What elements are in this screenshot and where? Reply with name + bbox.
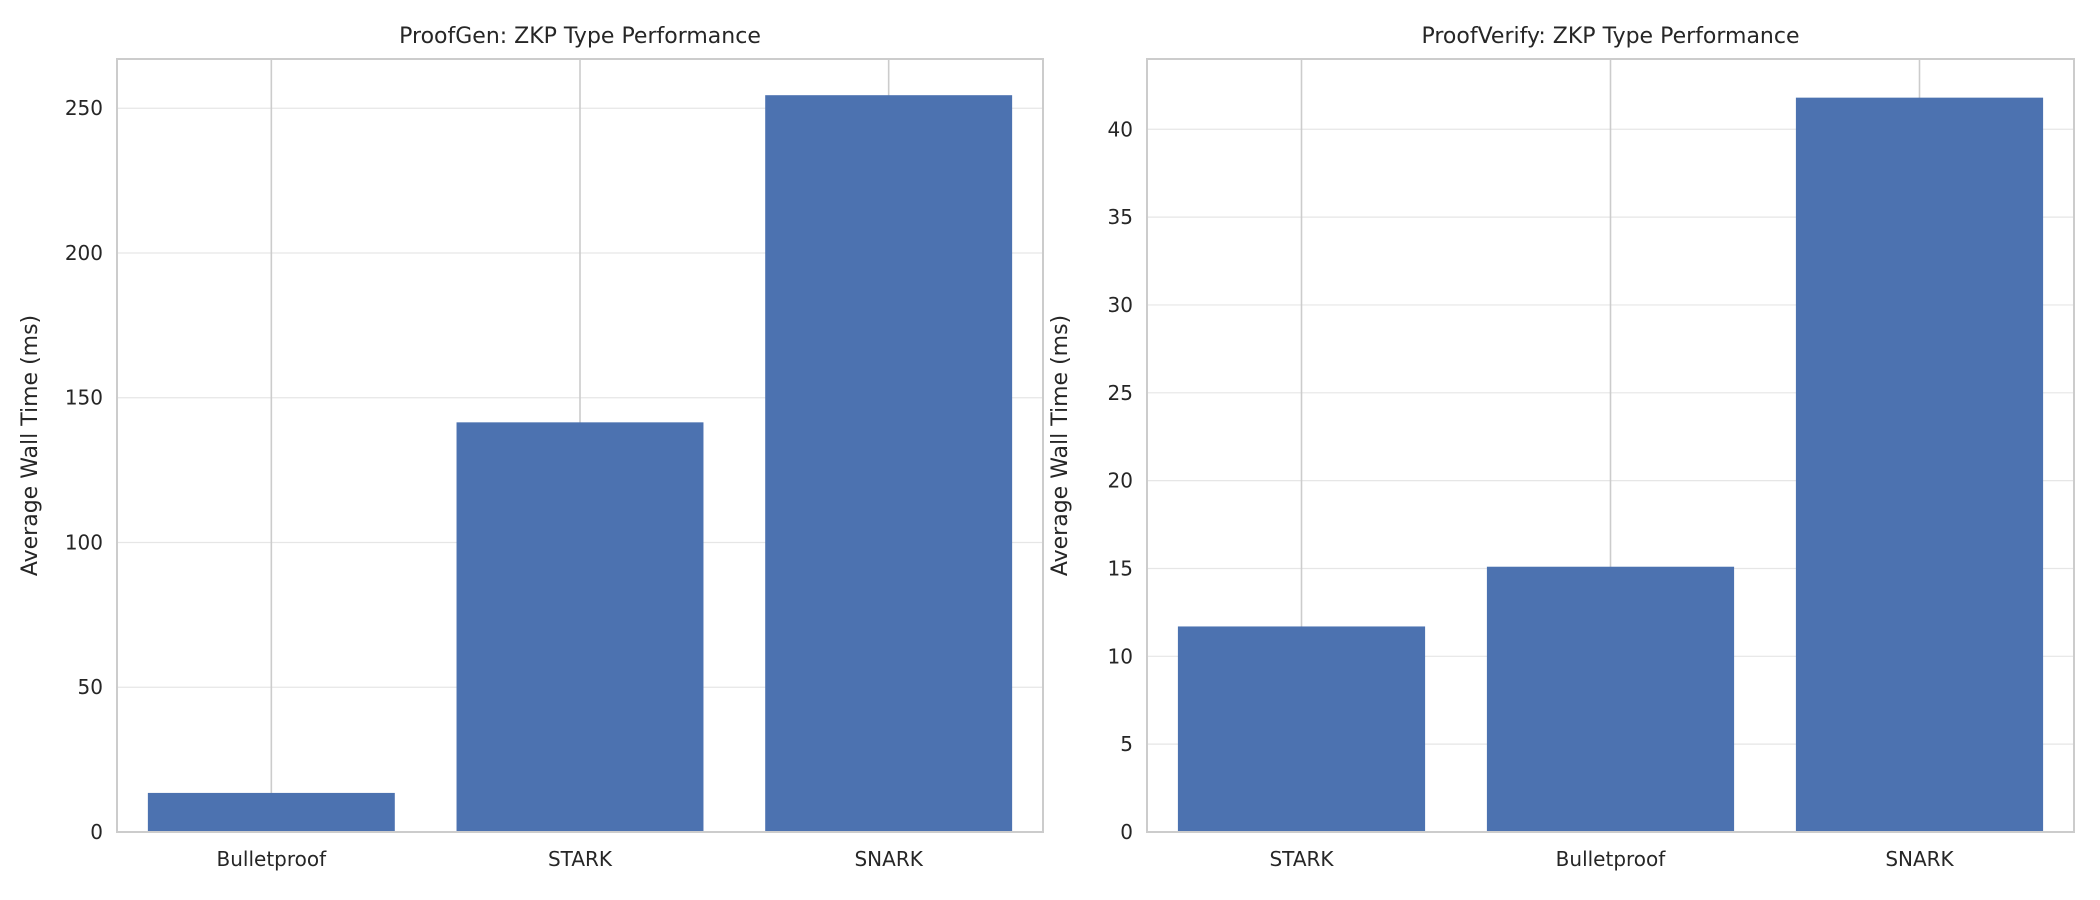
x-tick-label: Bulletproof <box>217 847 328 871</box>
y-tick-label: 35 <box>1108 205 1133 229</box>
y-tick-label: 0 <box>1120 820 1133 844</box>
y-tick-label: 150 <box>65 386 103 410</box>
chart-title: ProofGen: ZKP Type Performance <box>399 24 761 49</box>
y-tick-label: 0 <box>90 820 103 844</box>
x-tick-label: SNARK <box>1885 847 1954 871</box>
y-tick-label: 100 <box>65 530 103 554</box>
x-tick-label: STARK <box>548 847 613 871</box>
y-axis-label: Average Wall Time (ms) <box>18 315 43 576</box>
chart-proofgen: ProofGen: ZKP Type Performance Average W… <box>18 24 1044 871</box>
y-axis-label: Average Wall Time (ms) <box>1048 315 1073 576</box>
bar-stark <box>1177 626 1426 832</box>
bar-bulletproof <box>1486 566 1735 832</box>
y-tick-label: 20 <box>1108 469 1133 493</box>
plot-frame <box>1146 58 2075 833</box>
x-tick-label: SNARK <box>854 847 923 871</box>
y-tick-label: 5 <box>1120 732 1133 756</box>
plot-frame <box>116 58 1044 833</box>
y-tick-label: 40 <box>1108 117 1133 141</box>
y-tick-label: 250 <box>65 96 103 120</box>
x-tick-label: STARK <box>1269 847 1334 871</box>
y-tick-label: 200 <box>65 241 103 265</box>
bar-stark <box>456 422 704 832</box>
y-tick-label: 15 <box>1108 556 1133 580</box>
bar-bulletproof <box>147 792 395 832</box>
chart-title: ProofVerify: ZKP Type Performance <box>1421 24 1799 49</box>
y-tick-label: 50 <box>78 675 103 699</box>
x-tick-label: Bulletproof <box>1556 847 1667 871</box>
y-tick-label: 10 <box>1108 644 1133 668</box>
y-tick-label: 30 <box>1108 293 1133 317</box>
chart-proofverify: ProofVerify: ZKP Type Performance Averag… <box>1048 24 2075 871</box>
bar-snark <box>1795 97 2044 832</box>
bar-snark <box>765 95 1013 832</box>
y-tick-label: 25 <box>1108 381 1133 405</box>
